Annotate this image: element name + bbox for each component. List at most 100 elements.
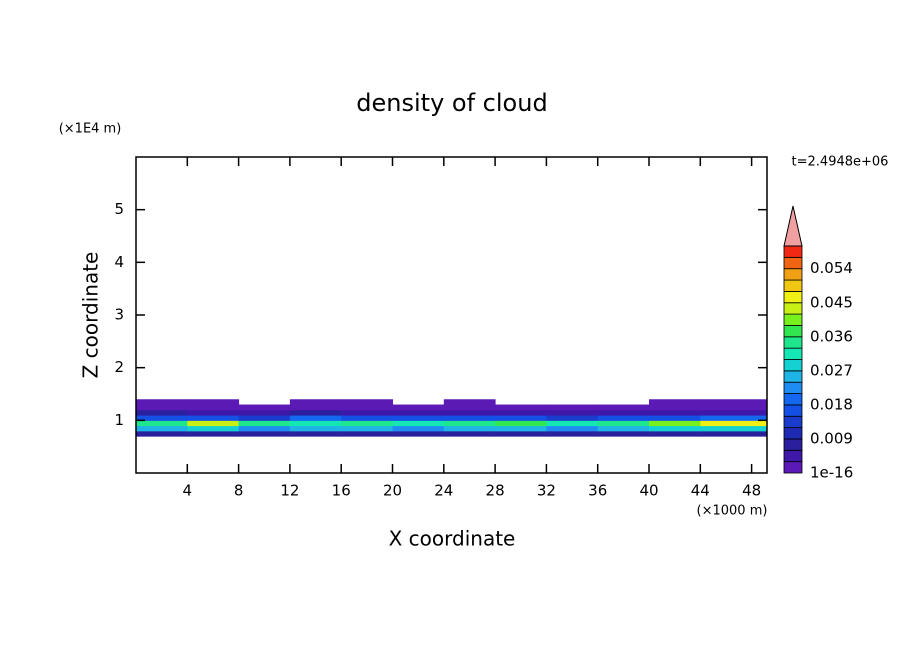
x-tick-label: 8	[234, 482, 244, 500]
colorbar-swatch	[783, 461, 803, 474]
colorbar-swatch	[783, 325, 803, 338]
density-cell	[187, 404, 240, 411]
colorbar-swatch	[783, 449, 803, 463]
density-cell	[495, 415, 547, 421]
density-cell	[700, 415, 768, 421]
density-cell	[187, 430, 240, 437]
density-cell	[238, 409, 291, 416]
density-cell	[289, 420, 342, 427]
density-cell	[392, 420, 445, 427]
density-cell	[136, 404, 188, 411]
density-cell	[136, 420, 188, 427]
colorbar-swatch	[783, 336, 803, 349]
y-tick-label: 2	[114, 358, 124, 376]
x-tick-label: 24	[434, 482, 453, 500]
density-cell	[597, 409, 650, 416]
x-tick-label: 36	[588, 482, 607, 500]
density-cell	[546, 415, 599, 421]
density-cell	[546, 425, 599, 432]
x-tick-label: 28	[486, 482, 505, 500]
colorbar-swatch	[783, 370, 803, 383]
density-cell	[495, 409, 547, 416]
colorbar-swatch	[783, 438, 803, 451]
density-cell	[238, 404, 291, 411]
colorbar-swatch	[783, 359, 803, 372]
x-axis-label: X coordinate	[389, 527, 516, 551]
x-tick-label: 20	[383, 482, 402, 500]
y-tick-label: 5	[114, 200, 124, 218]
density-cell	[546, 420, 599, 427]
density-cell	[649, 415, 701, 421]
chart-title: density of cloud	[356, 89, 547, 117]
density-cell	[341, 409, 394, 416]
time-label: t=2.4948e+06	[792, 155, 889, 170]
density-cell	[238, 425, 291, 432]
density-cell	[341, 425, 394, 432]
x-tick-label: 4	[183, 482, 193, 500]
density-cell	[649, 399, 701, 406]
density-cell	[289, 415, 342, 421]
density-cell	[187, 425, 240, 432]
colorbar-swatch	[783, 302, 803, 315]
density-cell	[700, 399, 768, 406]
colorbar-tick-label: 0.045	[810, 293, 853, 311]
density-cell	[495, 430, 547, 437]
density-cell	[341, 399, 394, 406]
density-cell	[597, 404, 650, 411]
density-cell	[700, 404, 768, 411]
density-cell	[649, 420, 701, 427]
density-cell	[392, 404, 445, 411]
x-tick-label: 44	[691, 482, 710, 500]
y-tick-label: 1	[114, 411, 124, 429]
density-cell	[443, 425, 496, 432]
colorbar-swatch	[783, 381, 803, 394]
density-cell	[443, 409, 496, 416]
density-cell	[238, 415, 291, 421]
y-tick-label: 4	[114, 253, 124, 271]
x-tick-label: 12	[280, 482, 299, 500]
colorbar-tick-label: 0.009	[810, 429, 853, 447]
colorbar-tick-label: 0.036	[810, 327, 853, 345]
y-unit: (×1E4 m)	[59, 122, 122, 137]
colorbar-tick-label: 0.054	[810, 259, 853, 277]
density-cell	[136, 399, 188, 406]
colorbar-swatch	[783, 256, 803, 270]
density-cell	[289, 409, 342, 416]
density-cell	[495, 420, 547, 427]
density-cell	[546, 404, 599, 411]
density-cell	[392, 409, 445, 416]
density-cell	[238, 420, 291, 427]
colorbar-swatch	[783, 427, 803, 440]
x-tick-label: 40	[639, 482, 658, 500]
colorbar-tick-label: 0.027	[810, 361, 853, 379]
colorbar-tick-label: 0.018	[810, 395, 853, 413]
density-cell	[392, 430, 445, 437]
x-unit: (×1000 m)	[697, 504, 768, 519]
colorbar-extend	[783, 205, 803, 247]
colorbar-swatch	[783, 393, 803, 406]
density-cell	[495, 425, 547, 432]
colorbar-swatch	[783, 313, 803, 326]
density-cell	[700, 425, 768, 432]
density-cell	[289, 430, 342, 437]
density-cell	[136, 425, 188, 432]
density-cell	[187, 415, 240, 421]
density-cell	[649, 409, 701, 416]
colorbar-swatch	[783, 279, 803, 292]
density-cell	[443, 415, 496, 421]
density-cell	[238, 430, 291, 437]
density-cell	[597, 415, 650, 421]
density-cell	[649, 404, 701, 411]
density-cell	[136, 415, 188, 421]
density-cell	[700, 430, 768, 437]
density-cell	[341, 415, 394, 421]
density-cell	[289, 404, 342, 411]
density-cell	[546, 409, 599, 416]
density-cell	[187, 409, 240, 416]
x-tick-label: 48	[742, 482, 761, 500]
colorbar-swatch	[783, 245, 803, 258]
colorbar-swatch	[783, 415, 803, 429]
density-cell	[136, 430, 188, 437]
density-cell	[392, 415, 445, 421]
